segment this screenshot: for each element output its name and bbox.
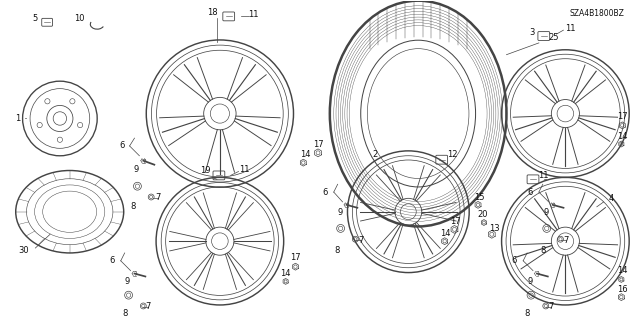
Text: 17: 17: [450, 217, 461, 226]
Text: 11: 11: [239, 165, 250, 174]
Text: 2: 2: [372, 150, 378, 159]
Text: 6: 6: [119, 141, 124, 151]
Text: 16: 16: [617, 285, 628, 294]
Text: 4: 4: [609, 195, 614, 204]
Text: 14: 14: [440, 229, 451, 238]
Text: 18: 18: [207, 8, 218, 17]
Text: 7: 7: [358, 236, 364, 245]
Text: 8: 8: [131, 202, 136, 211]
Text: 14: 14: [300, 150, 310, 159]
Text: 9: 9: [125, 277, 131, 286]
Text: 11: 11: [248, 10, 259, 19]
Text: 14: 14: [280, 269, 291, 278]
Text: 3: 3: [529, 28, 534, 37]
Text: 20: 20: [477, 210, 488, 219]
Text: 14: 14: [617, 132, 628, 141]
Text: 25: 25: [548, 33, 559, 42]
Text: 7: 7: [548, 302, 554, 311]
Text: 19: 19: [200, 166, 211, 175]
Text: 8: 8: [334, 246, 339, 255]
Text: 30: 30: [19, 247, 29, 256]
Text: 6: 6: [511, 256, 517, 265]
Text: 9: 9: [134, 165, 139, 174]
Text: 10: 10: [74, 14, 84, 23]
Text: 7: 7: [156, 194, 161, 203]
Text: 5: 5: [33, 14, 38, 23]
Text: 8: 8: [122, 309, 127, 318]
Text: 6: 6: [109, 256, 115, 265]
Text: 11: 11: [565, 24, 575, 33]
Text: 9: 9: [527, 277, 532, 286]
Text: 1: 1: [15, 114, 20, 123]
Text: 9: 9: [337, 208, 342, 217]
Text: 17: 17: [617, 112, 628, 121]
Text: 9: 9: [543, 208, 548, 217]
Text: 7: 7: [145, 302, 151, 311]
Text: 17: 17: [290, 253, 301, 262]
Text: 8: 8: [540, 246, 545, 255]
Text: 8: 8: [524, 309, 530, 318]
Text: SZA4B1800BZ: SZA4B1800BZ: [570, 9, 624, 18]
Text: 13: 13: [490, 224, 500, 233]
Text: 7: 7: [564, 236, 569, 245]
Text: 6: 6: [527, 188, 532, 197]
Text: 6: 6: [322, 188, 328, 197]
Text: 14: 14: [617, 266, 628, 275]
Text: 11: 11: [538, 171, 549, 180]
Text: 17: 17: [313, 140, 323, 150]
Text: 12: 12: [447, 150, 458, 159]
Text: 15: 15: [474, 192, 484, 202]
